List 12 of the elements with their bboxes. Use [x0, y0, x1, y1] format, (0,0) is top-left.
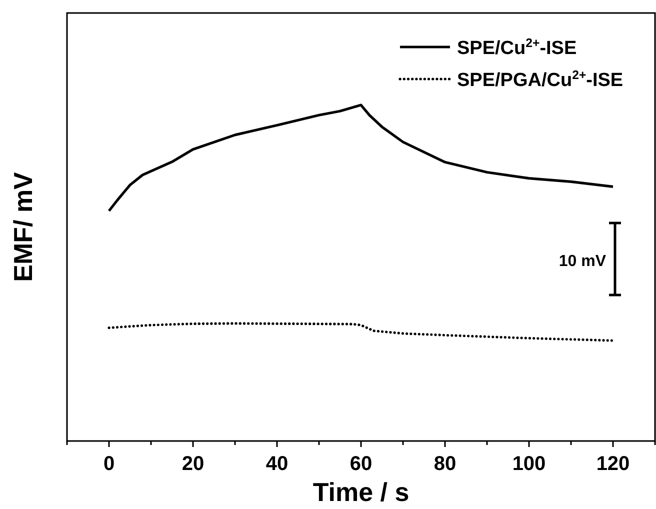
x-tick-label: 60	[350, 453, 372, 475]
x-tick-label: 100	[512, 453, 546, 475]
x-tick-label: 20	[182, 453, 204, 475]
x-tick-label: 80	[434, 453, 456, 475]
x-tick-label: 0	[103, 453, 115, 475]
y-axis-title: EMF/ mV	[8, 171, 38, 282]
annotation: 10 mV	[558, 253, 606, 270]
x-axis-title: Time / s	[312, 477, 410, 507]
x-tick-label: 120	[596, 453, 630, 475]
legend-label: SPE/Cu$^{2+}$-ISE	[457, 36, 577, 59]
legend-label: SPE/PGA/Cu$^{2+}$-ISE	[457, 68, 624, 91]
x-tick-label: 40	[266, 453, 288, 475]
